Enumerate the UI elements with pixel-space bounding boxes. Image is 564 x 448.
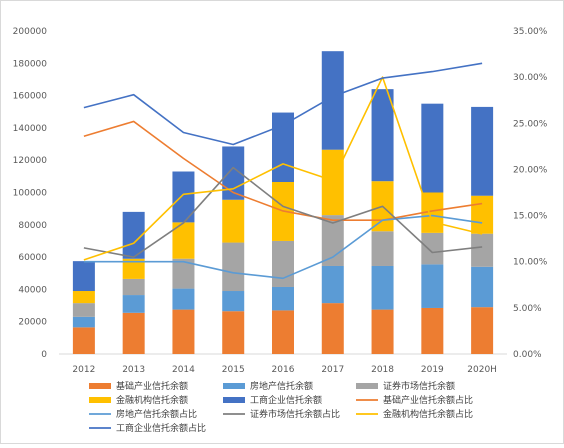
series-line (83, 166, 483, 258)
y-left-tick-label: 60000 (18, 253, 47, 263)
bar-segment (122, 211, 145, 259)
bar-segment (122, 278, 145, 296)
bar-segment (421, 264, 444, 308)
bar-segment (222, 311, 245, 354)
bar-segment (72, 327, 95, 354)
bar-segment (371, 89, 394, 182)
x-tick-label: 2017 (321, 365, 344, 375)
bar-segment (122, 312, 145, 354)
legend-label: 金融机构信托余额 (116, 394, 188, 406)
bar-segment (172, 288, 195, 310)
y-right-tick-label: 15.00% (513, 212, 548, 222)
bar-segment (72, 303, 95, 317)
legend-label: 证券市场信托余额占比 (250, 408, 340, 420)
y-left-tick-label: 80000 (18, 221, 47, 231)
x-tick-label: 2019 (421, 365, 444, 375)
legend-label: 工商企业信托余额占比 (116, 422, 206, 434)
y-right-tick-label: 35.00% (513, 27, 548, 37)
legend-label: 基础产业信托余额 (116, 380, 188, 392)
x-tick-label: 2018 (371, 365, 394, 375)
bar-segment (321, 51, 344, 150)
bar-segment (421, 307, 444, 354)
legend-label: 证券市场信托余额 (383, 380, 455, 392)
legend-swatch (89, 397, 111, 403)
bar-segment (222, 199, 245, 243)
legend-label: 基础产业信托余额占比 (383, 394, 473, 406)
legend-swatch (356, 383, 378, 389)
legend-label: 房地产信托余额占比 (116, 408, 197, 420)
bar-segment (72, 261, 95, 292)
y-right-tick-label: 10.00% (513, 258, 548, 268)
y-left-tick-label: 160000 (13, 92, 48, 102)
bar-segment (272, 286, 294, 311)
bar-segment (321, 303, 344, 354)
bar-segment (122, 258, 145, 279)
bar-segment (471, 266, 494, 308)
y-left-tick-label: 120000 (13, 156, 48, 166)
legend-label: 金融机构信托余额占比 (383, 408, 473, 420)
y-left-tick-label: 200000 (13, 27, 48, 37)
x-tick-label: 2020H (467, 365, 497, 375)
y-left-tick-label: 140000 (13, 124, 48, 134)
y-left-tick-label: 40000 (18, 285, 47, 295)
bar-segment (371, 309, 394, 354)
bar-segment (471, 307, 494, 354)
bar-segment (421, 103, 444, 193)
bar-segment (421, 232, 444, 265)
bar-segment (321, 265, 344, 304)
y-left-tick-label: 100000 (13, 189, 48, 199)
series-line (83, 62, 483, 146)
bar-segment (222, 291, 245, 312)
y-right-tick-label: 5.00% (513, 304, 542, 314)
y-right-tick-label: 20.00% (513, 165, 548, 175)
x-tick-label: 2013 (122, 365, 145, 375)
x-tick-label: 2012 (72, 365, 95, 375)
bar-segment (321, 149, 344, 216)
legend-swatch (223, 383, 245, 389)
y-left-tick-label: 0 (41, 350, 47, 360)
legend-label: 房地产信托余额 (250, 380, 313, 392)
x-tick-label: 2016 (272, 365, 295, 375)
bar-segment (272, 310, 294, 354)
series-line (83, 214, 483, 280)
legend-swatch (223, 397, 245, 403)
y-right-tick-label: 30.00% (513, 73, 548, 83)
y-left-tick-label: 20000 (18, 318, 47, 328)
bar-segment (172, 171, 195, 223)
bar-segment (371, 231, 394, 266)
y-right-tick-label: 0.00% (513, 350, 542, 360)
bar-segment (272, 112, 294, 183)
series-line (83, 120, 483, 221)
series-line (83, 76, 483, 261)
bar-segment (72, 291, 95, 304)
y-right-tick-label: 25.00% (513, 119, 548, 129)
bar-segment (172, 222, 195, 259)
bar-segment (471, 195, 494, 234)
bar-segment (172, 258, 195, 289)
bar-segment (371, 265, 394, 310)
legend-swatch (89, 383, 111, 389)
x-tick-label: 2015 (222, 365, 245, 375)
bar-segment (471, 233, 494, 267)
bar-segment (222, 242, 245, 292)
bar-segment (72, 316, 95, 328)
legend-label: 工商企业信托余额 (250, 394, 322, 406)
bar-segment (272, 240, 294, 287)
x-tick-label: 2014 (172, 365, 195, 375)
bar-segment (122, 295, 145, 313)
y-left-tick-label: 180000 (13, 59, 48, 69)
bar-segment (471, 106, 494, 196)
bar-segment (172, 309, 195, 354)
